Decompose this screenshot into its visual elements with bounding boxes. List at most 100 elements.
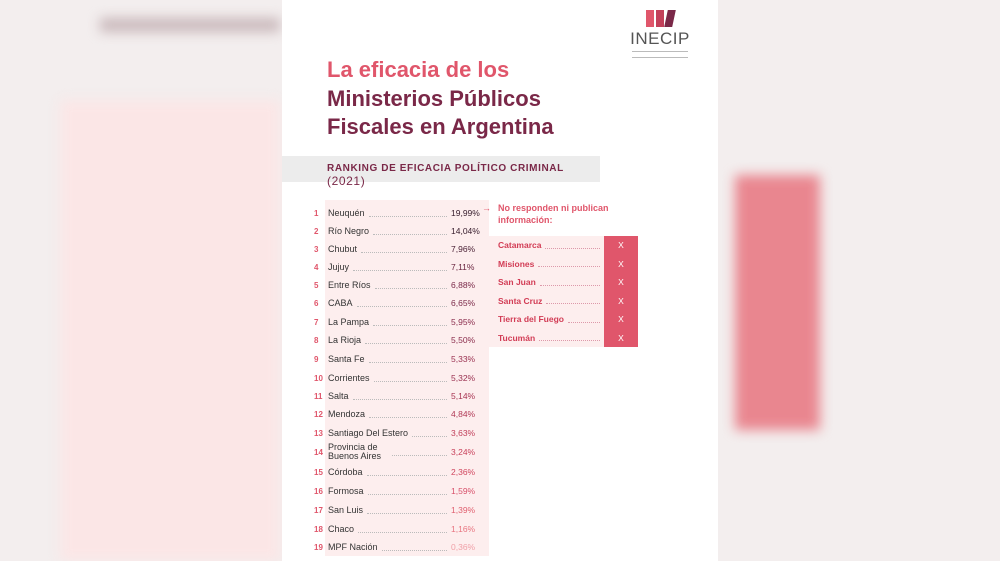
province-name: Formosa — [328, 486, 364, 496]
section-header: RANKING DE EFICACIA POLÍTICO CRIMINAL (2… — [282, 156, 600, 188]
rank-number: 5 — [314, 280, 319, 290]
title-line-1: La eficacia de los — [327, 57, 510, 82]
province-name: La Rioja — [328, 335, 362, 345]
no-response-row: San Juan X — [482, 273, 638, 292]
province-name: Santiago Del Estero — [328, 428, 409, 438]
rank-number: 2 — [314, 226, 319, 236]
rank-number: 19 — [314, 542, 323, 552]
province-name: Salta — [328, 391, 349, 401]
efficacy-value: 7,96% — [451, 244, 476, 254]
province-name: Santa Fe — [328, 354, 365, 364]
ranking-row: 2 Río Negro 14,04% — [304, 222, 489, 240]
x-mark: X — [604, 273, 638, 292]
ranking-row: 14 Provincia de Buenos Aires 3,24% — [304, 443, 489, 461]
efficacy-value: 4,84% — [451, 409, 476, 419]
x-mark: X — [604, 291, 638, 310]
ranking-row: 15 Córdoba 2,36% — [304, 463, 489, 481]
rank-number: 15 — [314, 467, 323, 477]
rank-number: 10 — [314, 373, 323, 383]
x-mark: X — [604, 254, 638, 273]
province-name: Mendoza — [328, 409, 366, 419]
logo-bar — [646, 10, 654, 27]
rank-number: 4 — [314, 262, 319, 272]
efficacy-value: 7,11% — [451, 262, 475, 272]
rank-number: 13 — [314, 428, 323, 438]
rank-number: 18 — [314, 524, 323, 534]
efficacy-value: 5,32% — [451, 373, 476, 383]
province-name: Neuquén — [328, 208, 365, 218]
no-response-heading: No responden ni publican información: — [498, 203, 609, 225]
province-name: Corrientes — [328, 373, 370, 383]
page-title: La eficacia de los Ministerios Públicos … — [327, 56, 554, 142]
no-response-row: Misiones X — [482, 254, 638, 273]
province-name: Entre Ríos — [328, 280, 371, 290]
ranking-row: 19 MPF Nación 0,36% — [304, 538, 489, 556]
rank-number: 11 — [314, 391, 323, 401]
province-name: Chaco — [328, 524, 355, 534]
rank-number: 9 — [314, 354, 319, 364]
province-name: MPF Nación — [328, 542, 378, 552]
province-name: La Pampa — [328, 317, 370, 327]
efficacy-value: 6,88% — [451, 280, 476, 290]
ranking-row: 3 Chubut 7,96% — [304, 240, 489, 258]
ranking-row: 16 Formosa 1,59% — [304, 482, 489, 500]
x-mark: X — [604, 310, 638, 329]
ranking-list: 1 Neuquén 19,99% 2 Río Negro 14,04% 3 Chubut 7,9… — [304, 200, 489, 556]
efficacy-value: 0,36% — [451, 542, 476, 552]
x-mark: X — [604, 236, 638, 255]
province-name: Misiones — [498, 258, 535, 269]
province-name: Santa Cruz — [498, 295, 543, 306]
efficacy-value: 5,33% — [451, 354, 476, 364]
ranking-row: 7 La Pampa 5,95% — [304, 313, 489, 331]
efficacy-value: 3,63% — [451, 428, 476, 438]
province-name: Tierra del Fuego — [498, 314, 564, 325]
ranking-row: 9 Santa Fe 5,33% — [304, 350, 489, 368]
section-label: RANKING DE EFICACIA POLÍTICO CRIMINAL — [327, 163, 564, 174]
rank-number: 1 — [314, 208, 319, 218]
logo-name: INECIP — [630, 29, 690, 48]
ranking-row: 12 Mendoza 4,84% — [304, 405, 489, 423]
no-response-row: Catamarca X — [482, 236, 638, 255]
efficacy-value: 1,16% — [451, 524, 476, 534]
rank-number: 6 — [314, 298, 319, 308]
province-name: San Luis — [328, 505, 364, 515]
logo-bar — [656, 10, 664, 27]
province-name: Tucumán — [498, 332, 536, 343]
ranking-row: 1 Neuquén 19,99% — [304, 204, 489, 222]
ranking-row: 8 La Rioja 5,50% — [304, 331, 489, 349]
inecip-logo: INECIP — [625, 10, 695, 58]
efficacy-value: 2,36% — [451, 467, 476, 477]
ranking-row: 13 Santiago Del Estero 3,63% — [304, 424, 489, 442]
efficacy-value: 5,14% — [451, 391, 476, 401]
no-response-row: Tucumán X — [482, 328, 638, 347]
ranking-row: 10 Corrientes 5,32% — [304, 369, 489, 387]
ranking-row: 11 Salta 5,14% — [304, 387, 489, 405]
rank-number: 3 — [314, 244, 319, 254]
no-response-row: Santa Cruz X — [482, 291, 638, 310]
rank-number: 14 — [314, 447, 323, 457]
rank-number: 17 — [314, 505, 323, 515]
no-response-panel: → No responden ni publican información: C… — [482, 202, 642, 347]
efficacy-value: 6,65% — [451, 298, 476, 308]
section-year: (2021) — [327, 174, 366, 188]
ranking-row: 4 Jujuy 7,11% — [304, 258, 489, 276]
efficacy-value: 19,99% — [451, 208, 480, 218]
x-mark: X — [604, 328, 638, 347]
efficacy-value: 1,39% — [451, 505, 476, 515]
province-name: Río Negro — [328, 226, 370, 236]
ranking-row: 6 CABA 6,65% — [304, 294, 489, 312]
logo-bar — [664, 10, 676, 27]
province-name: CABA — [328, 298, 353, 308]
province-name: Jujuy — [328, 262, 350, 272]
title-line-3: Fiscales en Argentina — [327, 114, 554, 139]
title-line-2: Ministerios Públicos — [327, 85, 541, 111]
province-name: Catamarca — [498, 240, 542, 251]
ranking-row: 17 San Luis 1,39% — [304, 501, 489, 519]
rank-number: 7 — [314, 317, 319, 327]
document-page: INECIP La eficacia de los Ministerios Pú… — [282, 0, 718, 561]
efficacy-value: 5,50% — [451, 335, 476, 345]
province-name: San Juan — [498, 277, 536, 288]
efficacy-value: 5,95% — [451, 317, 476, 327]
province-name: Córdoba — [328, 467, 363, 477]
